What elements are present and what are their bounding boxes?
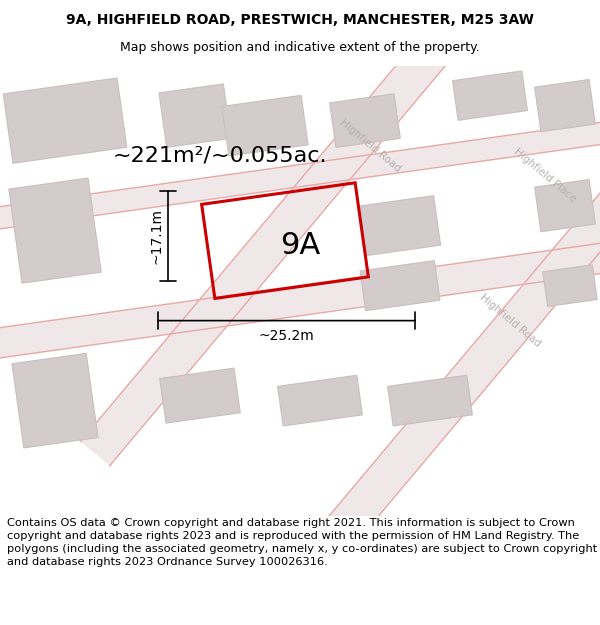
Polygon shape	[535, 179, 595, 232]
Polygon shape	[80, 0, 560, 466]
Polygon shape	[159, 84, 231, 148]
Text: ~17.1m: ~17.1m	[149, 208, 163, 264]
Polygon shape	[360, 261, 440, 311]
Polygon shape	[160, 368, 240, 423]
Polygon shape	[329, 94, 400, 148]
Text: Highfield Place: Highfield Place	[512, 147, 578, 204]
Polygon shape	[0, 116, 600, 235]
Polygon shape	[305, 162, 600, 569]
Polygon shape	[543, 265, 597, 306]
Text: Highfield Road: Highfield Road	[338, 118, 403, 174]
Polygon shape	[535, 79, 595, 132]
Text: Highfield Road: Highfield Road	[478, 292, 542, 349]
Text: ~25.2m: ~25.2m	[259, 329, 314, 342]
Polygon shape	[3, 78, 127, 163]
Polygon shape	[452, 71, 527, 120]
Polygon shape	[359, 196, 440, 256]
Polygon shape	[278, 375, 362, 426]
Text: Map shows position and indicative extent of the property.: Map shows position and indicative extent…	[120, 41, 480, 54]
Polygon shape	[388, 375, 472, 426]
Polygon shape	[222, 95, 308, 156]
Text: 9A: 9A	[280, 231, 320, 260]
Text: ~221m²/~0.055ac.: ~221m²/~0.055ac.	[113, 146, 327, 166]
Text: Contains OS data © Crown copyright and database right 2021. This information is : Contains OS data © Crown copyright and d…	[7, 518, 598, 568]
Polygon shape	[0, 237, 600, 364]
Text: 9A, HIGHFIELD ROAD, PRESTWICH, MANCHESTER, M25 3AW: 9A, HIGHFIELD ROAD, PRESTWICH, MANCHESTE…	[66, 13, 534, 27]
Polygon shape	[12, 353, 98, 448]
Polygon shape	[9, 178, 101, 283]
